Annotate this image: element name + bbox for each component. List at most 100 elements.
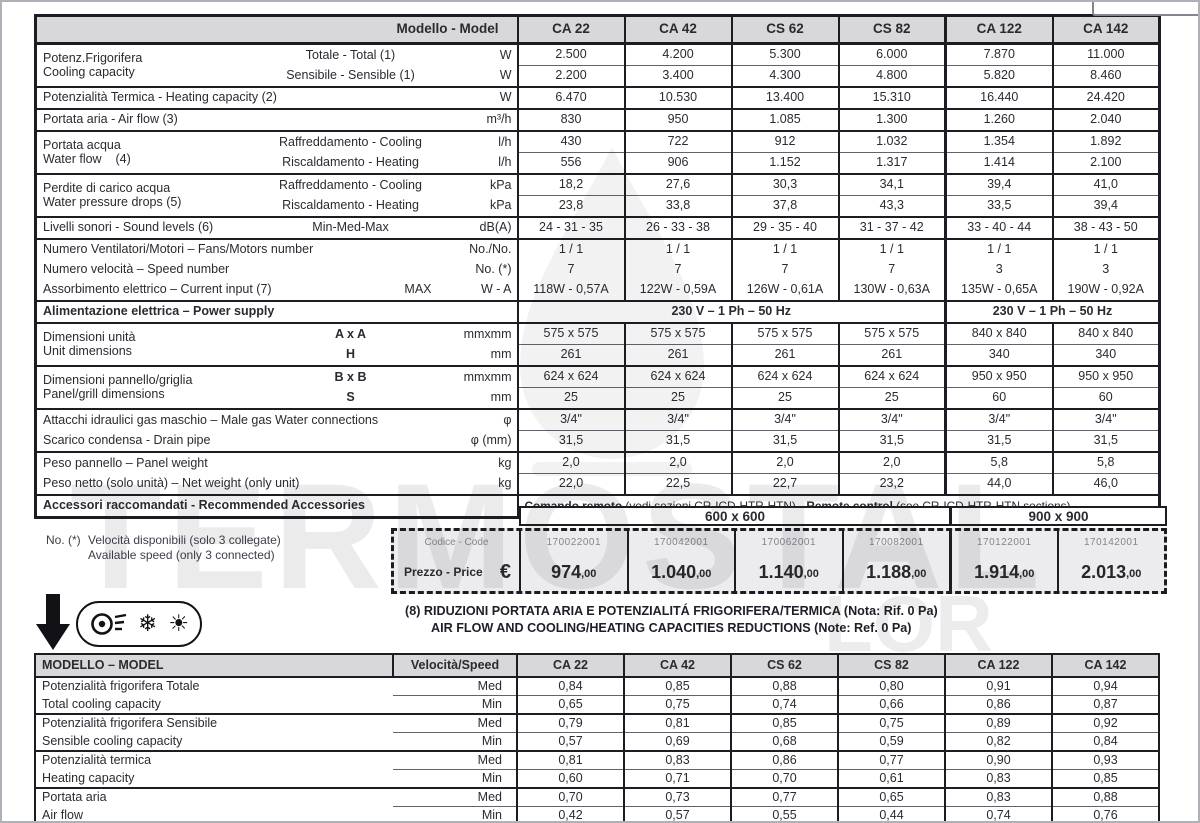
spec-value: 31,5 (1051, 430, 1160, 453)
spec-value: 1.260 (944, 109, 1053, 132)
reductions-value: 0,88 (730, 677, 838, 696)
spec-label: Scarico condensa - Drain pipe (35, 430, 446, 453)
spec-label: Livelli sonori - Sound levels (6) (35, 217, 256, 240)
reductions-row: Total cooling capacity Min 0,65 0,75 0,74 0,6… (35, 695, 1159, 715)
reductions-label: Potenzialità frigorifera Totale (42, 679, 200, 694)
spec-value: 261 (837, 344, 946, 367)
spec-value: 135W - 0,65A (944, 280, 1053, 302)
spec-value: 3/4" (944, 409, 1053, 431)
spec-value: 4.300 (730, 65, 839, 88)
spec-value: 7 (623, 260, 732, 280)
reductions-value: 0,84 (1051, 732, 1159, 752)
reductions-row: Sensible cooling capacity Min 0,57 0,69 0,68… (35, 732, 1159, 752)
price-column: 170082001 1.188,00 (841, 531, 950, 591)
spec-value: 8.460 (1051, 65, 1160, 88)
spec-unit: φ (mm) (445, 430, 518, 453)
spec-value: 31,5 (730, 430, 839, 453)
spec-unit: W (499, 47, 512, 62)
spec-row: Sensibile - Sensible (1) W 2.200 3.400 4.300… (36, 65, 1160, 88)
speed-note-line1: Velocità disponibili (solo 3 collegate) (88, 533, 281, 547)
product-code: 170122001 (976, 536, 1032, 548)
spec-sublabel: Raffreddamento - Cooling (279, 177, 422, 192)
spec-value: 23,2 (837, 473, 946, 496)
spec-value: 3/4" (1051, 409, 1160, 431)
size-group-label: 900 x 900 (949, 508, 1165, 524)
spec-value: 22,7 (730, 473, 839, 496)
spec-value: 3/4" (837, 409, 946, 431)
reductions-value: 0,42 (516, 806, 624, 821)
reductions-value: 0,94 (1051, 677, 1159, 696)
product-code: 170022001 (546, 536, 602, 548)
spec-sublabel: S (255, 387, 446, 410)
spec-row: Attacchi idraulici gas maschio – Male ga… (36, 409, 1160, 431)
reductions-value: 0,84 (516, 677, 624, 696)
spec-unit: kg (445, 473, 518, 496)
spec-sublabel: A x A (334, 326, 367, 341)
spec-value: 1 / 1 (516, 239, 625, 260)
reductions-value: 0,86 (730, 751, 838, 770)
spec-value: 2.200 (516, 65, 625, 88)
spec-value: 950 x 950 (1051, 366, 1160, 388)
reductions-value: 0,68 (730, 732, 838, 752)
reductions-value: 0,83 (623, 751, 731, 770)
spec-value: 33 - 40 - 44 (944, 217, 1053, 240)
spec-header-row: Modello - Model CA 22 CA 42 CS 62 CS 82 CA 1… (35, 15, 1160, 45)
spec-value: 340 (944, 344, 1053, 367)
spec-row: Peso pannello – Panel weight kg 2,0 2,0 2,0 2… (36, 452, 1160, 474)
speed-note: No. (*) Velocità disponibili (solo 3 col… (46, 533, 281, 563)
reductions-value: 0,83 (944, 769, 1052, 789)
reductions-value: 0,85 (730, 714, 838, 733)
reductions-value: 0,60 (516, 769, 624, 789)
spec-unit: W (445, 87, 518, 110)
speed-note-line2: Available speed (only 3 connected) (88, 548, 275, 562)
price-column: 170142001 2.013,00 (1056, 531, 1165, 591)
product-code: 170082001 (868, 536, 924, 548)
spec-value: 950 (623, 109, 732, 132)
reductions-value: 0,57 (623, 806, 731, 821)
reductions-heading-line1: (8) RIDUZIONI PORTATA ARIA E POTENZIALIT… (405, 604, 938, 618)
spec-value: 1.317 (837, 152, 946, 175)
reductions-value: 0,80 (837, 677, 945, 696)
cutoff-box-fragment (1092, 2, 1198, 16)
spec-row: Portata aria - Air flow (3) m³/h 830 950 1.0… (35, 109, 1160, 132)
reductions-value: 0,93 (1051, 751, 1159, 770)
reductions-value: 0,75 (837, 714, 945, 733)
spec-row: Riscaldamento - Heating l/h 556 906 1.152 1.3… (36, 152, 1160, 175)
euro-currency-icon: € (499, 560, 511, 583)
spec-value: 22,0 (516, 473, 625, 496)
spec-value: 1.892 (1051, 131, 1160, 153)
reductions-model-header: CA 122 (944, 654, 1052, 678)
spec-value: 1.414 (944, 152, 1053, 175)
reductions-value: 0,86 (944, 695, 1052, 715)
reductions-speed: Min (393, 806, 517, 821)
spec-value: 7.870 (944, 43, 1053, 66)
spec-value: 44,0 (944, 473, 1053, 496)
spec-label: Peso netto (solo unità) – Net weight (on… (35, 473, 446, 496)
spec-label: Numero Ventilatori/Motori – Fans/Motors … (43, 242, 314, 257)
spec-row: Livelli sonori - Sound levels (6) Min-Med… (35, 217, 1160, 240)
spec-value: 60 (944, 387, 1053, 410)
spec-sublabel: Min-Med-Max (255, 217, 446, 240)
spec-unit: kPa (445, 195, 518, 218)
spec-row: Potenz.Frigorifera Cooling capacity Totale… (35, 43, 1160, 88)
spec-value: 261 (730, 344, 839, 367)
spec-row: Peso netto (solo unità) – Net weight (on… (35, 473, 1160, 496)
spec-value: 60 (1051, 387, 1160, 410)
spec-value: 1.152 (730, 152, 839, 175)
spec-value: 3/4" (623, 409, 732, 431)
spec-value: 126W - 0,61A (730, 280, 839, 302)
spec-value: 624 x 624 (623, 366, 732, 388)
price-value: 1.140,00 (758, 561, 819, 582)
reductions-header-row: MODELLO – MODEL Velocità/Speed CA 22 CA 4… (35, 654, 1159, 678)
price-column: 170042001 1.040,00 (626, 531, 735, 591)
spec-label: Potenzialità Termica - Heating capacity … (35, 87, 446, 110)
reductions-value: 0,81 (623, 714, 731, 733)
spec-model-header: CA 142 (1051, 15, 1160, 45)
spec-row: Perdite di carico acqua Water pressure dr… (35, 174, 1160, 218)
spec-value: 34,1 (837, 174, 946, 196)
reductions-value: 0,81 (516, 751, 624, 770)
spec-label: Dimensioni pannello/griglia Panel/grill d… (35, 366, 256, 410)
spec-value: 3/4" (516, 409, 625, 431)
